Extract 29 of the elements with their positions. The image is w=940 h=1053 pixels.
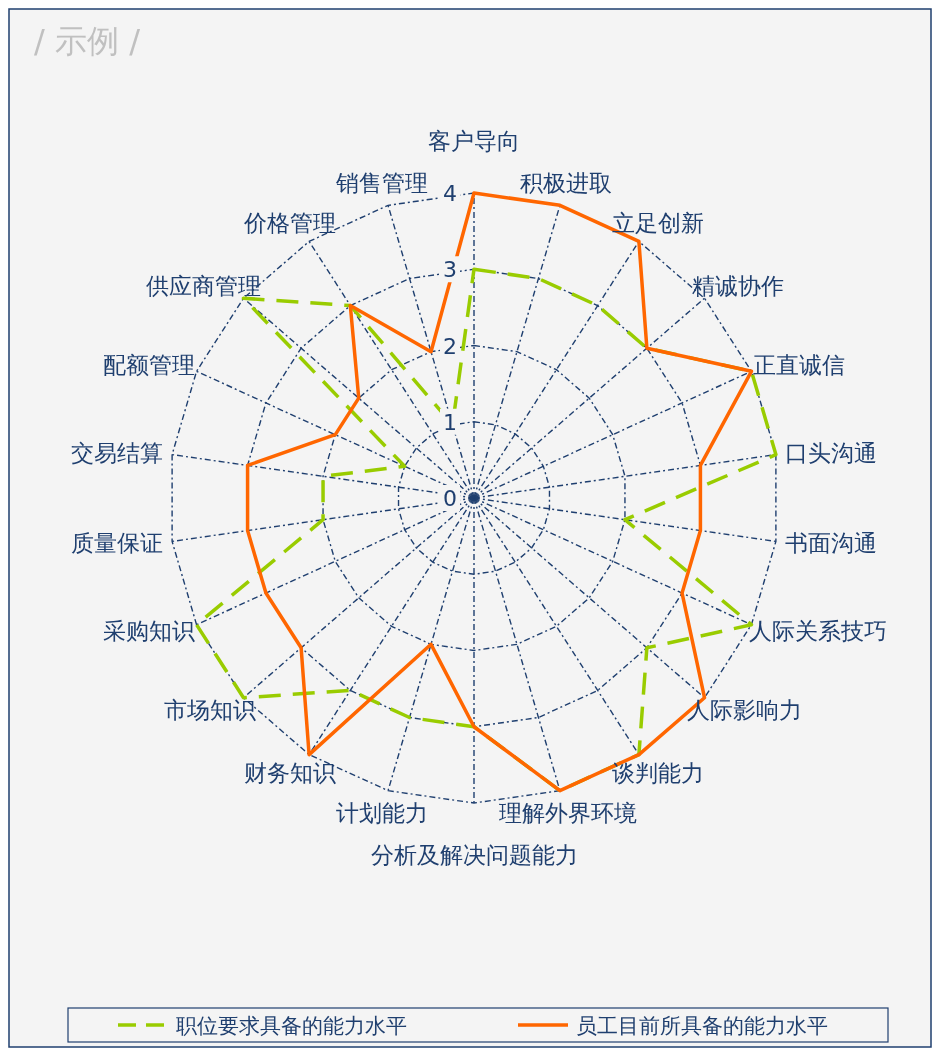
y-tick-label: 0 xyxy=(443,486,457,511)
spoke-label: 质量保证 xyxy=(71,530,164,557)
spoke-label: 供应商管理 xyxy=(145,272,261,299)
y-tick-label: 3 xyxy=(443,257,457,283)
spoke-label: 立足创新 xyxy=(611,210,704,237)
spoke-label: 谈判能力 xyxy=(611,759,704,786)
spoke-label: 采购知识 xyxy=(103,618,196,645)
spoke-label: 分析及解决问题能力 xyxy=(370,842,578,868)
spoke-label: 人际影响力 xyxy=(687,697,803,724)
spoke-label: 计划能力 xyxy=(335,800,428,827)
spoke-label: 人际关系技巧 xyxy=(748,618,887,645)
spoke-label: 理解外界环境 xyxy=(499,800,638,827)
spoke-label: 客户导向 xyxy=(428,128,520,154)
legend-label: 职位要求具备的能力水平 xyxy=(176,1014,407,1038)
y-tick-label: 2 xyxy=(443,333,457,359)
spoke-label: 积极进取 xyxy=(520,169,613,196)
spoke-label: 精诚协作 xyxy=(692,272,785,299)
spoke-label: 口头沟通 xyxy=(784,439,877,466)
legend-label: 员工目前所具备的能力水平 xyxy=(576,1014,828,1038)
spoke-label: 财务知识 xyxy=(244,759,337,786)
spoke-label: 销售管理 xyxy=(334,169,428,196)
spoke-label: 正直诚信 xyxy=(752,351,845,378)
spoke-label: 书面沟通 xyxy=(784,530,877,557)
spoke-label: 市场知识 xyxy=(163,697,256,724)
y-tick-label: 4 xyxy=(443,181,457,206)
spoke-label: 配额管理 xyxy=(103,351,196,378)
y-tick-label: 1 xyxy=(443,409,457,435)
spoke-label: 交易结算 xyxy=(71,439,164,466)
spoke-label: 价格管理 xyxy=(243,210,337,237)
